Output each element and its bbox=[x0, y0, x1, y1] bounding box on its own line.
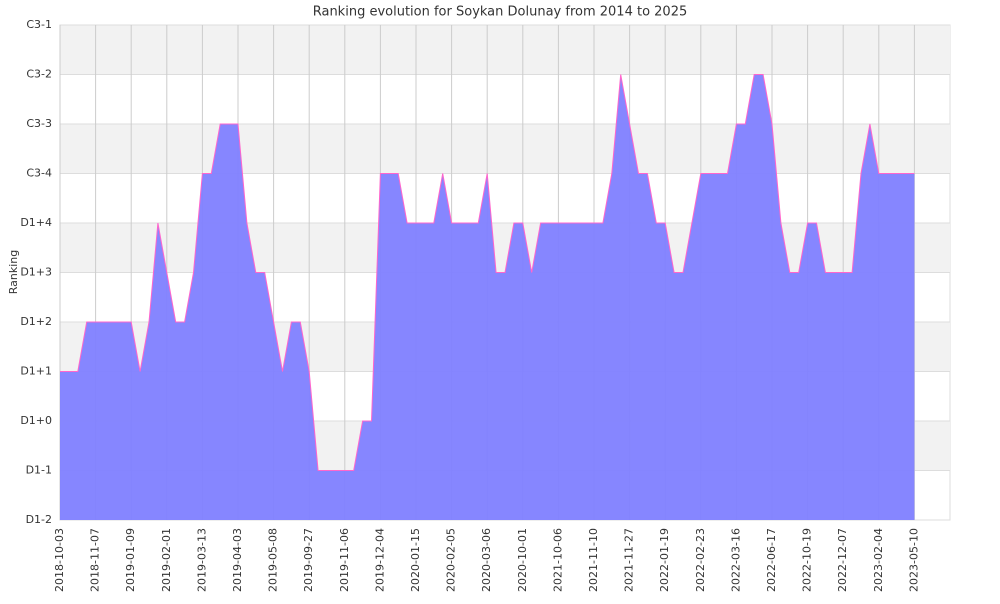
y-tick-label: C3-4 bbox=[26, 167, 52, 180]
x-tick-label: 2021-11-27 bbox=[623, 528, 636, 592]
y-axis-label: Ranking bbox=[7, 250, 20, 295]
y-tick-label: D1+1 bbox=[20, 365, 52, 378]
y-tick-label: D1+2 bbox=[20, 315, 52, 328]
y-tick-label: D1+4 bbox=[20, 216, 52, 229]
x-tick-label: 2019-01-09 bbox=[124, 528, 137, 592]
x-tick-label: 2020-10-01 bbox=[516, 528, 529, 592]
x-tick-label: 2022-03-16 bbox=[729, 528, 742, 592]
x-tick-label: 2019-09-27 bbox=[302, 528, 315, 592]
x-tick-label: 2018-11-07 bbox=[89, 528, 102, 592]
y-tick-label: C3-1 bbox=[26, 18, 52, 31]
x-tick-label: 2019-12-04 bbox=[373, 528, 386, 592]
x-tick-label: 2020-01-15 bbox=[409, 528, 422, 592]
y-tick-label: D1+3 bbox=[20, 266, 52, 279]
area bbox=[60, 74, 915, 520]
y-tick-label: C3-2 bbox=[26, 68, 52, 81]
x-tick-label: 2023-02-04 bbox=[872, 528, 885, 592]
x-tick-label: 2019-05-08 bbox=[267, 528, 280, 592]
line bbox=[60, 74, 915, 471]
x-tick-label: 2020-02-05 bbox=[445, 528, 458, 592]
x-tick-label: 2021-11-10 bbox=[587, 528, 600, 592]
grid-band bbox=[60, 25, 950, 75]
y-tick-label: D1+0 bbox=[20, 414, 52, 427]
x-tick-label: 2023-05-10 bbox=[907, 528, 920, 592]
x-tick-label: 2018-10-03 bbox=[53, 528, 66, 592]
x-tick-label: 2019-04-03 bbox=[231, 528, 244, 592]
x-tick-label: 2022-01-19 bbox=[658, 528, 671, 592]
x-tick-label: 2022-02-23 bbox=[694, 528, 707, 592]
grid-band bbox=[60, 124, 950, 174]
x-tick-label: 2020-03-06 bbox=[480, 528, 493, 592]
x-tick-label: 2019-02-01 bbox=[160, 528, 173, 592]
x-tick-label: 2019-03-13 bbox=[195, 528, 208, 592]
y-tick-label: D1-2 bbox=[26, 513, 52, 526]
x-tick-label: 2019-11-06 bbox=[338, 528, 351, 592]
x-tick-label: 2022-12-07 bbox=[836, 528, 849, 592]
x-tick-label: 2022-10-19 bbox=[801, 528, 814, 592]
x-tick-label: 2021-10-06 bbox=[551, 528, 564, 592]
y-tick-label: C3-3 bbox=[26, 117, 52, 130]
x-tick-label: 2022-06-17 bbox=[765, 528, 778, 592]
y-tick-label: D1-1 bbox=[26, 464, 52, 477]
chart-title: Ranking evolution for Soykan Dolunay fro… bbox=[313, 5, 688, 20]
